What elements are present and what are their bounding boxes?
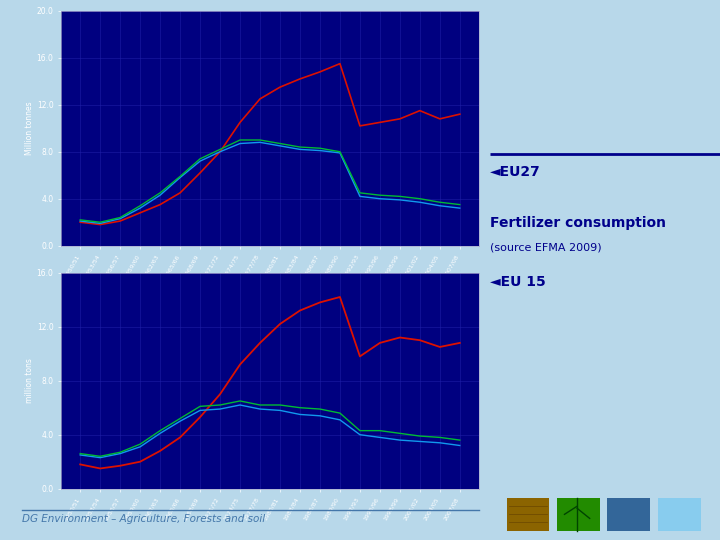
Text: (source EFMA 2009): (source EFMA 2009) xyxy=(490,243,601,253)
Bar xyxy=(607,498,650,530)
Bar xyxy=(658,498,701,530)
Text: DG Environment – Agriculture, Forests and soil: DG Environment – Agriculture, Forests an… xyxy=(22,514,265,524)
Text: ◄EU27: ◄EU27 xyxy=(490,165,540,179)
Y-axis label: Million tonnes: Million tonnes xyxy=(25,102,34,155)
Legend: N, P2O5, K2O: N, P2O5, K2O xyxy=(207,333,333,348)
Text: Fertilizer consumption: Fertilizer consumption xyxy=(490,216,665,230)
Y-axis label: million tons: million tons xyxy=(25,358,34,403)
Bar xyxy=(506,498,549,530)
Bar xyxy=(557,498,600,530)
Text: ◄EU 15: ◄EU 15 xyxy=(490,275,545,289)
